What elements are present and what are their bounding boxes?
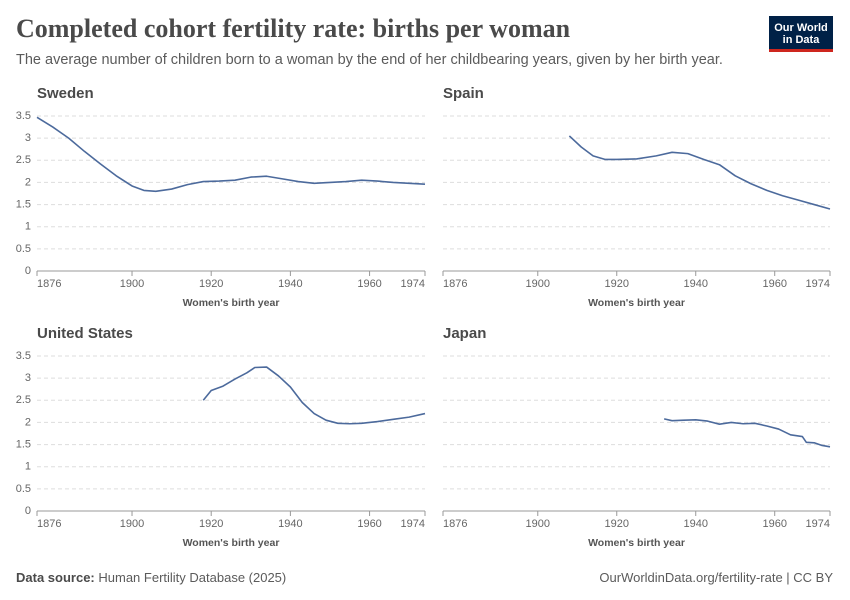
charts: Sweden 0 0.5 1 1.5 2 2.5 3 3.5 1876 1900 1920 1940 19… bbox=[16, 85, 831, 549]
y-tick-label: 3.5 bbox=[16, 110, 31, 122]
logo-line: in Data bbox=[782, 34, 820, 46]
y-tick-label: 1 bbox=[25, 221, 31, 233]
x-tick-label: 1960 bbox=[762, 278, 786, 290]
y-tick-label: 2.5 bbox=[16, 154, 31, 166]
page-subtitle: The average number of children born to a… bbox=[16, 52, 723, 68]
data-line bbox=[568, 135, 831, 210]
x-tick-label: 1920 bbox=[199, 518, 223, 530]
y-tick-label: 3.5 bbox=[16, 350, 31, 362]
x-tick-label: 1974 bbox=[806, 278, 830, 290]
x-tick-label: 1940 bbox=[278, 278, 302, 290]
x-tick-label: 1974 bbox=[401, 278, 425, 290]
x-tick-label: 1876 bbox=[37, 278, 61, 290]
x-tick-label: 1960 bbox=[762, 518, 786, 530]
data-line bbox=[202, 366, 426, 425]
y-tick-label: 1.5 bbox=[16, 198, 31, 210]
panel-title: Japan bbox=[443, 325, 486, 342]
x-tick-label: 1900 bbox=[526, 518, 550, 530]
panel-title: United States bbox=[37, 325, 133, 342]
x-tick-label: 1876 bbox=[443, 278, 467, 290]
source-label: Data source: bbox=[16, 570, 95, 585]
x-tick-label: 1920 bbox=[605, 278, 629, 290]
x-axis-title: Women's birth year bbox=[183, 297, 280, 309]
x-tick-label: 1876 bbox=[443, 518, 467, 530]
source: Data source: Human Fertility Database (2… bbox=[16, 570, 286, 585]
x-axis-title: Women's birth year bbox=[183, 537, 280, 549]
x-axis-title: Women's birth year bbox=[588, 297, 685, 309]
y-tick-label: 0.5 bbox=[16, 243, 31, 255]
x-axis-title: Women's birth year bbox=[588, 537, 685, 549]
y-tick-label: 3 bbox=[25, 372, 31, 384]
x-tick-label: 1900 bbox=[120, 278, 144, 290]
x-tick-label: 1974 bbox=[401, 518, 425, 530]
panel-title: Spain bbox=[443, 85, 484, 102]
x-tick-label: 1940 bbox=[683, 518, 707, 530]
source-text: Human Fertility Database (2025) bbox=[98, 570, 287, 585]
y-tick-label: 0 bbox=[25, 505, 31, 517]
y-tick-label: 2.5 bbox=[16, 394, 31, 406]
source-url[interactable]: OurWorldinData.org/fertility-rate | CC B… bbox=[599, 570, 833, 585]
page-title: Completed cohort fertility rate: births … bbox=[16, 14, 571, 43]
x-tick-label: 1940 bbox=[683, 278, 707, 290]
y-tick-label: 3 bbox=[25, 132, 31, 144]
x-tick-label: 1940 bbox=[278, 518, 302, 530]
logo-line: Our World bbox=[774, 22, 828, 34]
data-line bbox=[36, 116, 426, 193]
x-tick-label: 1974 bbox=[806, 518, 830, 530]
y-tick-label: 0.5 bbox=[16, 483, 31, 495]
y-tick-label: 2 bbox=[25, 416, 31, 428]
x-tick-label: 1920 bbox=[605, 518, 629, 530]
logo[interactable]: Our World in Data bbox=[769, 16, 833, 52]
x-tick-label: 1920 bbox=[199, 278, 223, 290]
x-tick-label: 1900 bbox=[526, 278, 550, 290]
x-tick-label: 1960 bbox=[357, 518, 381, 530]
x-tick-label: 1900 bbox=[120, 518, 144, 530]
panel-title: Sweden bbox=[37, 85, 94, 102]
y-tick-label: 2 bbox=[25, 176, 31, 188]
data-line bbox=[663, 418, 831, 448]
y-tick-label: 1 bbox=[25, 461, 31, 473]
y-tick-label: 0 bbox=[25, 265, 31, 277]
x-tick-label: 1960 bbox=[357, 278, 381, 290]
y-tick-label: 1.5 bbox=[16, 438, 31, 450]
x-tick-label: 1876 bbox=[37, 518, 61, 530]
